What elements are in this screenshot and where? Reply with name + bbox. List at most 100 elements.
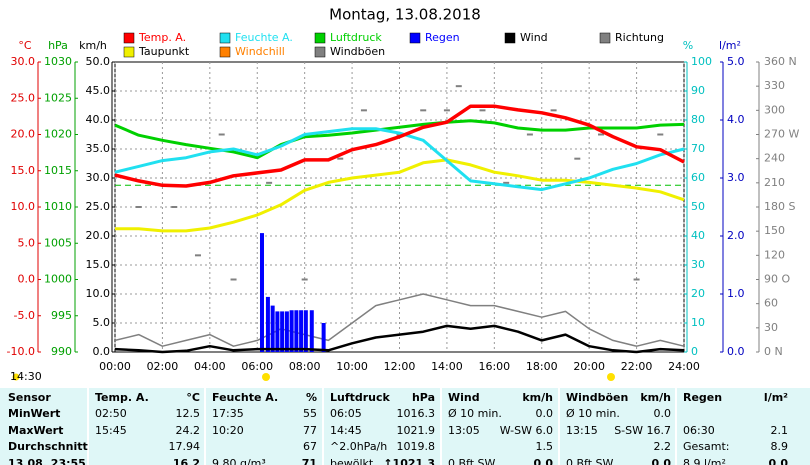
direction-dot bbox=[455, 85, 462, 88]
table-cell: Regen bbox=[683, 391, 723, 404]
y-tick-label: 10 bbox=[691, 316, 705, 329]
x-tick-label: 12:00 bbox=[384, 360, 416, 373]
y-tick-label: 20.0 bbox=[11, 128, 36, 141]
y-tick-label: 995 bbox=[51, 309, 72, 322]
legend-label: Windchill bbox=[235, 45, 285, 58]
sunrise-icon bbox=[262, 373, 270, 381]
y-tick-label: -5.0 bbox=[14, 309, 35, 322]
legend-swatch bbox=[219, 32, 231, 44]
chart-title: Montag, 13.08.2018 bbox=[329, 6, 481, 24]
column-separator bbox=[87, 388, 89, 465]
y-tick-label: 3.0 bbox=[727, 171, 745, 184]
direction-dot bbox=[657, 133, 664, 136]
summary-table: Sensor Temp. A. °C Feuchte A.% Luftdruck hPa W… bbox=[0, 388, 810, 465]
table-cell: 13.08. 23:55 bbox=[8, 456, 86, 465]
legend-label: Temp. A. bbox=[138, 31, 186, 44]
rain-bar bbox=[299, 310, 304, 352]
column-separator bbox=[558, 388, 560, 465]
table-cell: Ø 10 min. bbox=[566, 407, 620, 420]
table-cell: 12.5 bbox=[175, 407, 201, 420]
table-cell: 1021.9 bbox=[396, 423, 436, 437]
y-tick-label: 0.0 bbox=[727, 345, 745, 358]
axis-title: °C bbox=[18, 39, 32, 52]
table-cell: 2.1 bbox=[770, 423, 789, 437]
table-cell: 0 Bft SW bbox=[448, 456, 496, 465]
y-tick-label: 90 O bbox=[764, 273, 790, 286]
sunset-icon bbox=[607, 373, 615, 381]
table-cell: 8.9 bbox=[770, 440, 789, 453]
y-tick-label: 150 bbox=[764, 224, 785, 237]
table-cell: Durchschnitt bbox=[8, 440, 88, 453]
legend-swatch bbox=[123, 32, 135, 44]
y-tick-label: 15.0 bbox=[11, 164, 36, 177]
direction-dot bbox=[301, 278, 308, 281]
axis-title: % bbox=[683, 39, 693, 52]
table-cell: 1016.3 bbox=[396, 407, 436, 420]
y-tick-label: 50.0 bbox=[86, 55, 111, 68]
y-tick-label: 1030 bbox=[44, 55, 72, 68]
table-cell: 16.2 bbox=[172, 456, 200, 465]
legend-swatch bbox=[219, 46, 231, 58]
series-line bbox=[114, 119, 685, 160]
table-cell: Feuchte A. bbox=[212, 391, 279, 404]
direction-dot bbox=[218, 133, 225, 136]
legend-label: Taupunkt bbox=[138, 45, 190, 58]
column-separator bbox=[204, 388, 206, 465]
direction-dot bbox=[598, 133, 605, 136]
y-tick-label: 15.0 bbox=[86, 258, 111, 271]
table-cell: 67 bbox=[303, 440, 317, 453]
series-line bbox=[115, 158, 685, 233]
x-tick-label: 16:00 bbox=[478, 360, 510, 373]
y-tick-label: 30 bbox=[691, 258, 705, 271]
y-tick-label: 0 N bbox=[764, 345, 783, 358]
direction-dot bbox=[526, 133, 533, 136]
y-tick-label: 0 bbox=[691, 345, 698, 358]
y-tick-label: 45.0 bbox=[86, 84, 111, 97]
y-tick-label: 1010 bbox=[44, 200, 72, 213]
y-tick-label: 1000 bbox=[44, 273, 72, 286]
y-tick-label: 30.0 bbox=[86, 171, 111, 184]
table-cell: Wind bbox=[448, 391, 480, 404]
table-cell: 0 Bft SW bbox=[566, 456, 614, 465]
table-cell: 24.2 bbox=[175, 423, 201, 437]
table-cell: 13:15 bbox=[566, 423, 598, 437]
table-cell: km/h bbox=[640, 391, 671, 404]
table-cell: ^2.0hPa/h bbox=[330, 440, 388, 453]
y-tick-label: 270 W bbox=[764, 128, 799, 141]
rain-bar bbox=[275, 311, 280, 352]
x-tick-label: 06:00 bbox=[241, 360, 273, 373]
legend-label: Regen bbox=[425, 31, 460, 44]
table-cell: 17:35 bbox=[212, 407, 244, 420]
series-line bbox=[114, 104, 685, 188]
table-cell: Windböen bbox=[566, 391, 629, 404]
y-tick-label: 4.0 bbox=[727, 113, 745, 126]
table-cell: 0.0 bbox=[653, 407, 672, 420]
legend-swatch bbox=[123, 46, 135, 58]
y-tick-label: 2.0 bbox=[727, 229, 745, 242]
y-tick-label: 40.0 bbox=[86, 113, 111, 126]
y-tick-label: 990 bbox=[51, 345, 72, 358]
rain-bar bbox=[270, 305, 275, 352]
column-separator bbox=[322, 388, 324, 465]
table-cell: 0.0 bbox=[768, 456, 789, 465]
table-cell: bewölkt bbox=[330, 456, 374, 465]
rain-bar bbox=[294, 310, 299, 352]
direction-dot bbox=[266, 181, 273, 184]
legend-swatch bbox=[599, 32, 611, 44]
x-tick-label: 08:00 bbox=[289, 360, 321, 373]
y-tick-label: 240 bbox=[764, 152, 785, 165]
marker-label: 14:30 bbox=[10, 370, 42, 383]
y-tick-label: 10.0 bbox=[11, 200, 36, 213]
y-tick-label: 30.0 bbox=[11, 55, 36, 68]
chart: Montag, 13.08.2018 14:30 00:00 02:00 04:00… bbox=[7, 6, 800, 384]
x-tick-label: 20:00 bbox=[573, 360, 605, 373]
y-tick-label: 0.0 bbox=[18, 273, 36, 286]
table-cell: 0.0 bbox=[535, 407, 554, 420]
table-cell: 9.80 g/m³ bbox=[212, 456, 266, 465]
direction-dot bbox=[194, 254, 201, 257]
table-cell: W-SW 6.0 bbox=[499, 423, 553, 437]
table-cell: 71 bbox=[301, 456, 317, 465]
table-cell: Gesamt: bbox=[683, 440, 730, 453]
y-tick-label: 210 bbox=[764, 176, 785, 189]
rain-bar bbox=[289, 310, 294, 352]
